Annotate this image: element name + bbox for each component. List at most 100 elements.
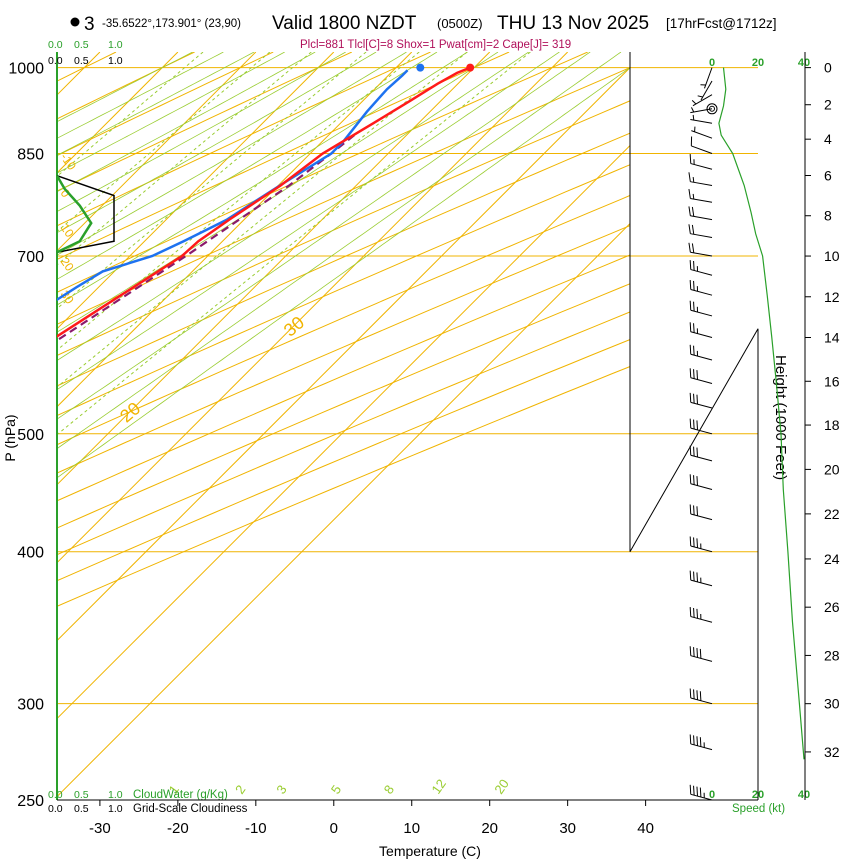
wind-barb-full [689, 646, 692, 656]
wind-barb-full [689, 504, 692, 515]
wind-barb-full [696, 447, 699, 458]
wind-barb [689, 570, 713, 587]
wind-barb [689, 688, 713, 705]
wind-barb-full [699, 648, 702, 659]
wind-barb-full [696, 538, 699, 548]
wind-barb-full [693, 419, 695, 430]
moist-adiabat-line [57, 52, 529, 361]
dry-adiabat-line [57, 164, 630, 417]
dry-adiabat-line [57, 283, 630, 529]
height-tick-label: 10 [824, 248, 840, 264]
wind-barb-full [699, 737, 702, 747]
wind-barb [689, 784, 713, 801]
wind-barb-staff [690, 401, 713, 409]
dry-adiabat-line [57, 52, 431, 227]
wind-barb [688, 242, 713, 257]
wind-barb-full [689, 418, 692, 429]
wind-barb-full [693, 505, 695, 515]
wind-speed-curve [718, 67, 805, 760]
calm-wind-inner [709, 105, 715, 112]
isotherm-line [57, 52, 569, 564]
isotherm-line [57, 222, 630, 798]
pressure-tick-label: 850 [17, 146, 44, 163]
isotherm-line [57, 66, 630, 642]
x-tick-label: -30 [89, 820, 111, 837]
wind-barb [689, 445, 713, 462]
wind-barb-staff [690, 377, 713, 384]
wind-barb-full [689, 154, 692, 164]
height-tick-label: 14 [824, 329, 840, 345]
wind-barb-full [688, 224, 691, 234]
dry-adiabat-line [57, 52, 510, 261]
isotherm-line [57, 52, 491, 486]
wind-barb-full [693, 475, 695, 485]
wind-barb [689, 300, 713, 317]
speed-top-tick: 20 [752, 57, 764, 69]
wind-barb-full [688, 188, 691, 199]
wind-barb-full [693, 647, 695, 657]
speed-top-tick: 40 [798, 57, 810, 69]
wind-barb-staff [690, 233, 713, 239]
dry-adiabat-line [57, 100, 630, 356]
wind-barb [689, 154, 713, 170]
pressure-tick-label: 250 [17, 793, 44, 810]
x-tick-label: 40 [637, 820, 654, 837]
wind-barb [697, 80, 713, 101]
wind-barb-full [688, 206, 691, 216]
wind-barb-staff [690, 697, 713, 705]
cloud-top-tick-green: 1.0 [108, 39, 123, 51]
x-tick-label: -20 [167, 820, 189, 837]
sounding-profiles [57, 63, 475, 342]
dry-adiabat-line [57, 365, 630, 607]
wind-barb [689, 734, 713, 751]
wind-barb-full [689, 260, 692, 270]
dry-adiabat-line [57, 67, 630, 325]
wind-barb-half [697, 95, 703, 98]
wind-barb-staff [690, 197, 713, 203]
station-marker: 3 [84, 14, 95, 35]
wind-barb-full [693, 369, 695, 379]
wind-barb-full [696, 648, 699, 658]
wind-barb-full [689, 474, 692, 484]
speed-axis-label: Speed (kt) [732, 803, 785, 815]
cloud-water-legend: CloudWater (g/Kg) [133, 789, 228, 801]
wind-barb-full [693, 345, 695, 356]
moist-adiabat-line [57, 52, 560, 391]
wind-barb-full [696, 736, 699, 746]
pressure-tick-label: 500 [17, 427, 44, 444]
wind-barb-full [688, 172, 691, 182]
x-tick-label: 30 [559, 820, 576, 837]
height-tick-label: 28 [824, 647, 840, 663]
height-tick-label: 4 [824, 131, 832, 147]
wind-barb [700, 67, 713, 89]
wind-barb [689, 368, 713, 384]
pressure-tick-label: 400 [17, 545, 44, 562]
mixing-ratio-line [57, 52, 204, 177]
height-tick-label: 2 [824, 97, 832, 113]
wind-barb-staff [690, 118, 713, 124]
moist-adiabat-line [57, 52, 346, 213]
isotherm-line [57, 144, 630, 720]
wind-barb-full [691, 206, 695, 217]
height-tick-label: 30 [824, 696, 840, 712]
x-tick-label: 10 [403, 820, 420, 837]
speed-top-tick: 0 [709, 57, 715, 69]
surface-dewpoint-dot [416, 63, 425, 72]
wind-barb-full [693, 689, 695, 699]
wind-barb-full [689, 280, 692, 290]
wind-barb-full [693, 260, 695, 271]
cloud-water-curve [55, 175, 93, 254]
wind-barb-full [689, 570, 692, 581]
calm-wind-circle [706, 103, 718, 115]
isotherm-label: 20 [116, 398, 144, 426]
wind-barb-full [693, 571, 695, 582]
grid-cloudiness-curve [56, 174, 115, 254]
wind-barb-full [689, 607, 692, 617]
dry-adiabat-line [57, 254, 630, 502]
pressure-tick-label: 300 [17, 697, 44, 714]
wind-barb-full [689, 734, 692, 744]
moist-adiabat-line [57, 52, 224, 139]
date-label: THU 13 Nov 2025 [497, 13, 649, 34]
